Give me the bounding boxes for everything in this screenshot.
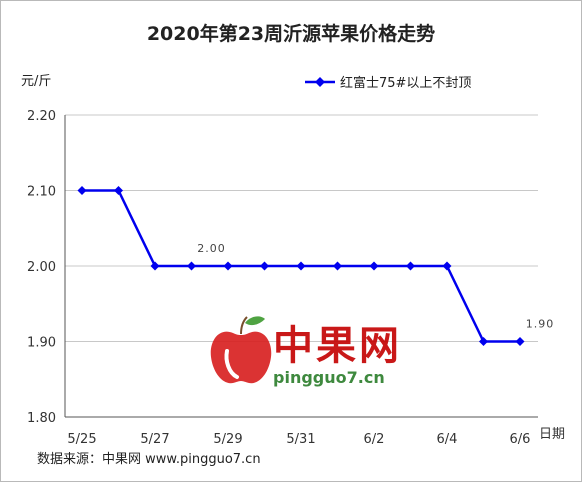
data-point-5-29 — [223, 261, 233, 271]
data-point-5-27 — [150, 261, 160, 271]
y-tick-label-2: 2.00 — [27, 260, 56, 275]
x-axis-label: 日期 — [539, 427, 565, 442]
data-point-6-6 — [515, 337, 525, 346]
axes — [64, 115, 538, 418]
grid-lines — [65, 114, 538, 342]
y-tick-label-1: 1.90 — [27, 336, 56, 351]
data-point-5-26 — [114, 186, 123, 195]
data-point-6-2 — [369, 261, 379, 271]
data-point-6-1 — [333, 261, 342, 271]
x-tick-label-3: 5/31 — [286, 432, 315, 447]
source-note: 数据来源：中果网 www.pingguo7.cn — [37, 452, 261, 467]
y-tick-labels: 1.80 1.90 2.00 2.10 2.20 — [27, 109, 56, 426]
x-tick-label-4: 6/2 — [364, 432, 385, 447]
y-axis-label: 元/斤 — [21, 74, 51, 89]
y-tick-label-3: 2.10 — [27, 185, 56, 200]
legend-label: 红富士75#以上不封顶 — [340, 75, 471, 91]
x-tick-label-0: 5/25 — [67, 432, 96, 447]
x-tick-label-6: 6/6 — [510, 432, 531, 447]
series-layer — [77, 186, 525, 346]
data-point-5-31 — [296, 261, 306, 271]
data-point-5-30 — [260, 261, 269, 271]
data-point-6-3 — [406, 261, 415, 271]
watermark: 中果网 pingguo7.cn — [210, 316, 402, 387]
legend-marker — [315, 77, 325, 87]
data-point-5-28 — [187, 261, 196, 271]
x-tick-label-1: 5/27 — [140, 432, 169, 447]
y-tick-label-4: 2.20 — [27, 109, 56, 124]
y-tick-label-0: 1.80 — [27, 411, 56, 426]
data-label-0: 2.00 — [197, 242, 226, 255]
watermark-url: pingguo7.cn — [273, 368, 385, 387]
data-point-5-25 — [77, 186, 87, 195]
chart-title: 2020年第23周沂源苹果价格走势 — [147, 22, 435, 45]
data-labels: 2.00 1.90 — [197, 242, 555, 331]
watermark-name: 中果网 — [273, 323, 402, 369]
data-point-6-5 — [479, 337, 488, 346]
x-tick-label-5: 6/4 — [437, 432, 458, 447]
apple-logo-icon — [210, 316, 272, 384]
data-point-6-4 — [442, 261, 452, 271]
x-tick-label-2: 5/29 — [213, 432, 242, 447]
data-label-1: 1.90 — [526, 318, 555, 331]
legend: 红富士75#以上不封顶 — [305, 75, 471, 91]
x-tick-labels: 5/25 5/27 5/29 5/31 6/2 6/4 6/6 — [67, 432, 530, 447]
